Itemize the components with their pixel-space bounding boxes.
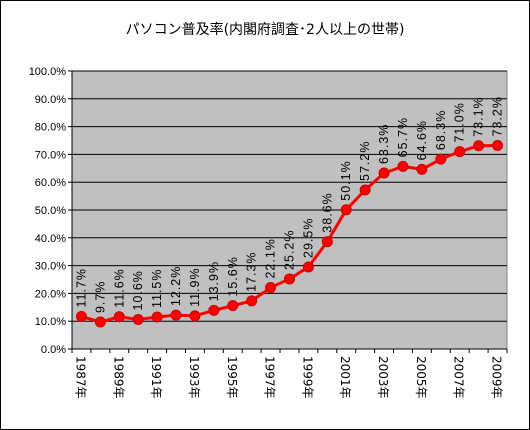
data-label: 11.6% <box>112 268 126 308</box>
data-label: 10.6% <box>131 270 145 310</box>
x-tick-label: 2005年 <box>414 356 428 399</box>
data-label: 73.2% <box>491 96 505 136</box>
y-tick-label: 50.0% <box>35 205 66 217</box>
data-point <box>321 236 333 248</box>
data-point <box>265 282 277 294</box>
y-axis-tick-labels: 0.0% 10.0% 20.0% 30.0% 40.0% 50.0% 60.0% 70.0% 8… <box>29 66 67 356</box>
data-label: 63.3% <box>377 124 391 164</box>
data-label: 64.6% <box>415 120 429 160</box>
data-label: 57.2% <box>358 141 372 181</box>
x-tick-label: 2001年 <box>338 356 352 399</box>
data-point <box>416 163 428 175</box>
data-point <box>170 309 182 321</box>
data-label: 11.5% <box>150 269 164 309</box>
data-point <box>378 167 390 179</box>
y-tick-label: 80.0% <box>35 122 66 134</box>
data-label: 68.3% <box>434 110 448 150</box>
data-point <box>473 140 485 152</box>
y-tick-label: 90.0% <box>35 94 66 106</box>
data-label: 73.1% <box>472 96 486 136</box>
y-tick-label: 0.0% <box>41 344 66 356</box>
data-label: 11.9% <box>188 267 202 307</box>
data-point <box>75 310 87 322</box>
y-tick-label: 10.0% <box>35 316 66 328</box>
y-tick-label: 40.0% <box>35 233 66 245</box>
data-label: 22.1% <box>264 238 278 278</box>
data-point <box>94 316 106 328</box>
data-point <box>340 204 352 216</box>
data-label: 71.0% <box>453 102 467 142</box>
data-label: 15.6% <box>226 256 240 296</box>
data-label: 25.2% <box>283 229 297 269</box>
chart-title: パソコン普及率(内閣府調査･2人以上の世帯) <box>126 21 405 38</box>
data-label: 50.1% <box>339 160 353 200</box>
x-tick-label: 1987年 <box>73 356 87 399</box>
data-point <box>113 311 125 323</box>
data-point <box>208 304 220 316</box>
data-point <box>435 153 447 165</box>
x-tick-label: 1995年 <box>225 356 239 399</box>
data-label: 11.7% <box>74 268 88 308</box>
data-label: 9.7% <box>93 281 107 314</box>
x-tick-label: 1989年 <box>111 356 125 399</box>
x-tick-label: 2003年 <box>376 356 390 399</box>
data-point <box>189 310 201 322</box>
data-point <box>151 311 163 323</box>
y-tick-label: 100.0% <box>29 66 67 78</box>
data-point <box>397 160 409 172</box>
x-tick-label: 2009年 <box>490 356 504 399</box>
data-point <box>454 146 466 158</box>
data-point <box>227 300 239 312</box>
data-label: 13.9% <box>207 261 221 301</box>
x-axis-tick-labels: 1987年 1989年 1991年 1993年 1995年 1997年 1999年 2001年… <box>73 356 503 399</box>
data-point <box>132 314 144 326</box>
data-labels: 11.7% 9.7% 11.6% 10.6% 11.5% 12.2% 11.9% 13.9% 1… <box>74 96 504 313</box>
data-point <box>492 140 504 152</box>
data-label: 12.2% <box>169 266 183 306</box>
data-label: 38.6% <box>320 192 334 232</box>
grid-lines <box>72 70 507 322</box>
data-label: 65.7% <box>396 117 410 157</box>
y-tick-label: 30.0% <box>35 261 66 273</box>
x-tick-label: 1997年 <box>263 356 277 399</box>
y-tick-label: 20.0% <box>35 288 66 300</box>
y-tick-label: 70.0% <box>35 149 66 161</box>
y-tick-label: 60.0% <box>35 177 66 189</box>
data-point <box>284 273 295 285</box>
x-tick-label: 1993年 <box>187 356 201 399</box>
data-point <box>359 184 371 196</box>
data-point <box>246 295 258 307</box>
series-percent <box>75 140 504 328</box>
x-tick-label: 2007年 <box>452 356 466 399</box>
data-label: 29.5% <box>301 218 315 258</box>
x-tick-label: 1991年 <box>149 356 163 399</box>
x-tick-label: 1999年 <box>300 356 314 399</box>
axes <box>68 70 508 353</box>
data-point <box>302 261 314 273</box>
data-label: 17.3% <box>245 251 259 291</box>
